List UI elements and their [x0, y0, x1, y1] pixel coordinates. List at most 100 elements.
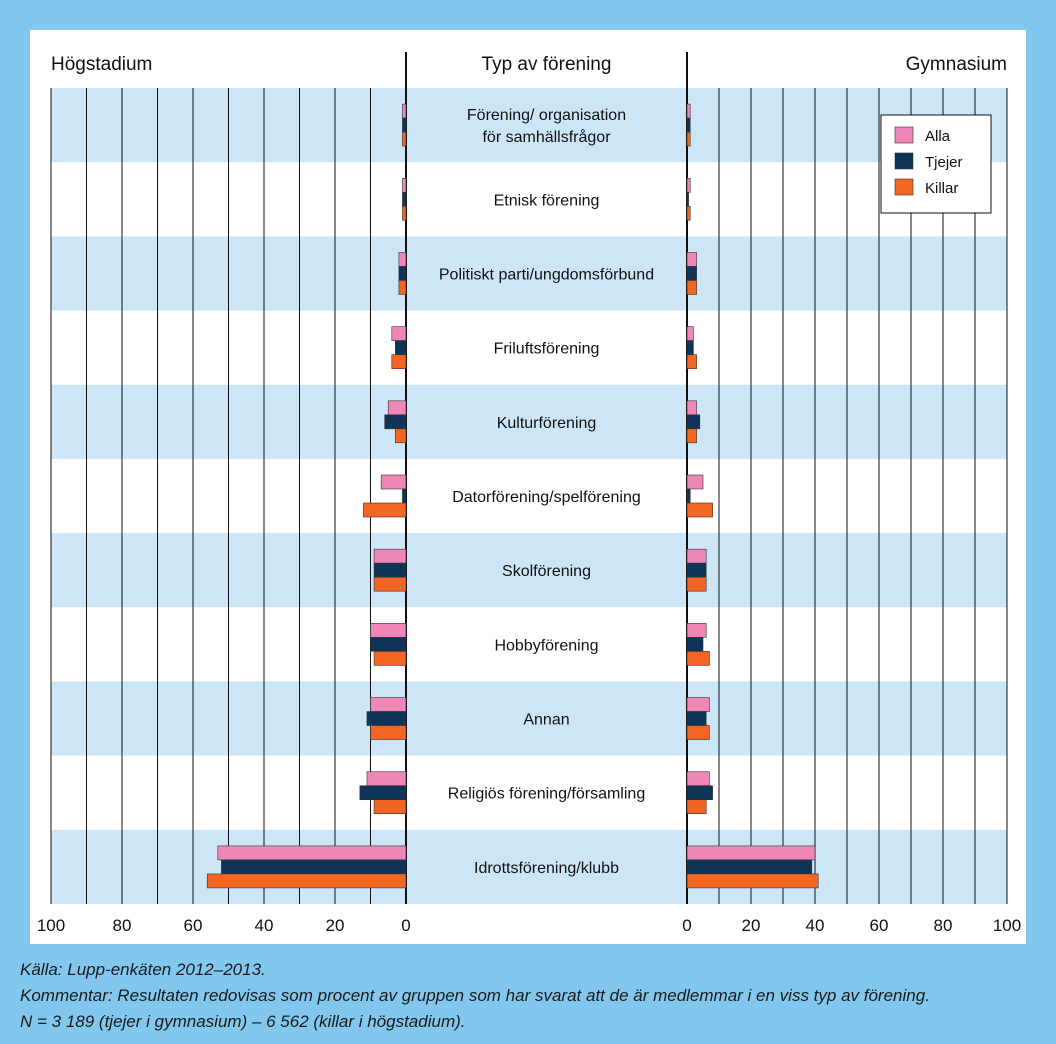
category-label: Förening/ organisation [467, 107, 626, 124]
category-label: för samhällsfrågor [482, 128, 611, 146]
bar-right-killar [686, 280, 697, 295]
x-tick-label-right: 40 [806, 916, 825, 935]
category-label: Datorförening/spelförening [452, 489, 641, 506]
bar-left-killar [402, 131, 407, 147]
bar-left-tjejer [221, 859, 407, 875]
category-label: Politiskt parti/ungdomsförbund [439, 266, 654, 283]
bar-left-tjejer [402, 117, 407, 133]
category-label: Annan [523, 712, 569, 729]
bar-left-killar [391, 354, 407, 369]
bar-left-tjejer [402, 191, 407, 207]
bar-right-tjejer [686, 785, 713, 801]
bar-left-killar [395, 428, 407, 444]
bar-right-killar [686, 576, 707, 592]
bar-right-killar [686, 651, 710, 666]
bar-right-tjejer [686, 637, 704, 652]
bar-right-killar [686, 354, 697, 369]
bar-left-tjejer [359, 785, 407, 801]
bar-right-alla [686, 326, 694, 341]
bar-right-alla [686, 548, 707, 564]
left-panel-title: Högstadium [51, 54, 152, 75]
bar-left-tjejer [384, 414, 407, 430]
center-band [407, 236, 686, 311]
bar-left-killar [363, 502, 407, 518]
bar-left-killar [373, 651, 407, 666]
legend-label: Tjejer [925, 154, 963, 171]
center-title: Typ av förening [482, 54, 612, 75]
bar-left-killar [373, 576, 407, 592]
bar-left-killar [373, 799, 407, 815]
bar-right-killar [686, 799, 707, 815]
bar-right-alla [686, 252, 697, 267]
legend-label: Alla [925, 128, 951, 145]
x-tick-label-right: 20 [742, 916, 761, 935]
center-band [407, 384, 686, 459]
bar-left-alla [370, 697, 407, 712]
bar-left-alla [391, 326, 407, 341]
bar-left-tjejer [402, 488, 407, 504]
x-tick-label-left: 20 [326, 916, 345, 935]
center-band [407, 162, 686, 237]
bar-right-killar [686, 131, 691, 147]
bar-right-killar [686, 873, 819, 889]
bar-right-killar [686, 502, 713, 518]
center-band [407, 755, 686, 830]
x-tick-label-right: 80 [934, 916, 953, 935]
center-band [407, 458, 686, 534]
bar-right-alla [686, 623, 707, 638]
bar-right-alla [686, 845, 816, 861]
legend-swatch-tjejer [894, 152, 914, 170]
bar-left-killar [398, 280, 407, 295]
center-band [407, 829, 686, 904]
bar-right-tjejer [686, 414, 701, 430]
category-label: Skolförening [502, 563, 591, 580]
bar-right-alla [686, 771, 710, 787]
chart-panel: Högstadium Typ av förening Gymnasium Föreni… [30, 30, 1026, 944]
category-label: Idrottsförening/klubb [474, 860, 619, 877]
comment-note: Kommentar: Resultaten redovisas som proc… [20, 986, 930, 1005]
x-tick-label-left: 0 [401, 916, 410, 935]
bar-right-tjejer [686, 488, 691, 504]
center-band [407, 681, 686, 756]
center-band [407, 310, 686, 385]
category-label: Hobbyförening [494, 637, 598, 654]
bar-right-tjejer [686, 191, 689, 207]
category-label: Friluftsförening [494, 341, 600, 358]
x-tick-label-left: 80 [113, 916, 132, 935]
category-label: Etnisk förening [494, 192, 600, 209]
legend-swatch-killar [894, 178, 914, 196]
bar-right-killar [686, 725, 710, 740]
legend-swatch-alla [894, 126, 914, 144]
source-note: Källa: Lupp-enkäten 2012–2013. [20, 960, 266, 979]
notes: Källa: Lupp-enkäten 2012–2013. Kommentar… [20, 957, 1050, 1035]
legend-label: Killar [925, 180, 958, 197]
x-tick-label-left: 60 [184, 916, 203, 935]
bar-left-tjejer [370, 637, 407, 652]
bar-left-tjejer [373, 562, 407, 578]
bar-left-alla [380, 474, 407, 490]
x-tick-label-left: 40 [255, 916, 274, 935]
bar-right-killar [686, 205, 691, 221]
bar-left-alla [373, 548, 407, 564]
bar-right-tjejer [686, 859, 813, 875]
bar-left-killar [206, 873, 407, 889]
bar-left-tjejer [366, 711, 407, 726]
bar-right-alla [686, 400, 697, 416]
bar-left-alla [366, 771, 407, 787]
bar-right-tjejer [686, 340, 694, 355]
x-tick-label-right: 0 [682, 916, 691, 935]
bar-left-alla [370, 623, 407, 638]
category-label: Kulturförening [497, 415, 597, 432]
bar-left-tjejer [398, 266, 407, 281]
bar-right-tjejer [686, 266, 697, 281]
n-note: N = 3 189 (tjejer i gymnasium) – 6 562 (… [20, 1012, 466, 1031]
bar-left-killar [402, 205, 407, 221]
center-band [407, 88, 686, 163]
bar-right-alla [686, 177, 691, 193]
bar-left-alla [387, 400, 407, 416]
right-panel-title: Gymnasium [906, 54, 1007, 75]
center-band [407, 533, 686, 608]
category-label: Religiös förening/församling [448, 786, 645, 803]
bar-right-tjejer [686, 117, 691, 133]
bar-right-killar [686, 428, 697, 444]
